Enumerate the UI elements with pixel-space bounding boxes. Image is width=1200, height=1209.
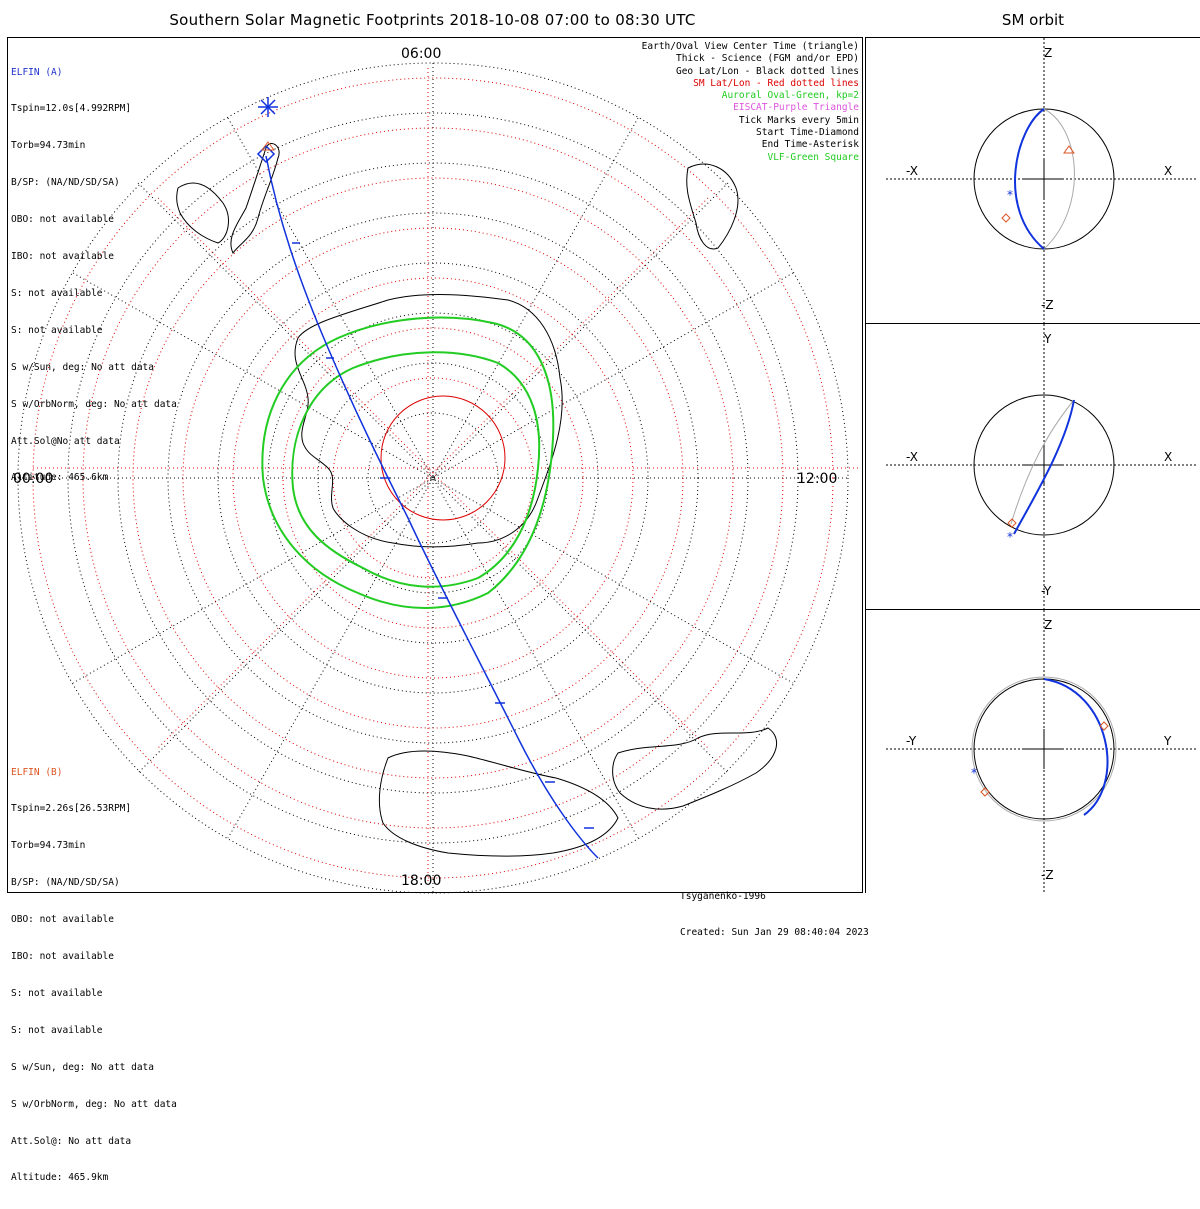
legend-item: EISCAT-Purple Triangle [733,102,859,114]
sm-grid [32,68,858,888]
elfin-a-line: IBO: not available [11,251,114,263]
mlt-label-top: 06:00 [401,46,442,62]
elfin-a-line: Torb=94.73min [11,140,86,152]
elfin-a-line: OBO: not available [11,214,114,226]
axis-right: X [1164,450,1173,464]
axis-top: Z [1044,618,1053,632]
elfin-a-line: S w/OrbNorm, deg: No att data [11,398,177,410]
elfin-b-name: ELFIN (B) [11,766,63,778]
footprint-map-svg [17,62,858,894]
axis-left: -X [906,450,918,464]
elfin-b-info: ELFIN (B) Tspin=2.26s[26.53RPM] Torb=94.… [11,742,177,1209]
elfin-a-line: Att.Sol@No att data [11,435,120,447]
elfin-a-line: S w/Sun, deg: No att data [11,361,154,373]
elfin-b-line: S: not available [11,987,103,999]
elfin-a-line: B/SP: (NA/ND/SD/SA) [11,177,120,189]
elfin-a-track [265,155,599,859]
axis-right: Y [1164,734,1172,748]
model-label: Tsyganenko-1996 [680,890,766,902]
svg-text:*: * [1007,188,1013,202]
elfin-b-line: B/SP: (NA/ND/SD/SA) [11,877,120,889]
elfin-b-line: S w/OrbNorm, deg: No att data [11,1098,177,1110]
elfin-a-name: ELFIN (A) [11,66,63,78]
axis-left: -Y [906,734,917,748]
page-title: Southern Solar Magnetic Footprints 2018-… [169,11,696,29]
elfin-track-ticks [292,242,594,829]
elfin-b-line: Att.Sol@: No att data [11,1135,132,1147]
orbit-panel-xy: * Y -Y -X X [865,323,1200,610]
elfin-a-line: S: not available [11,287,103,299]
elfin-a-line: S: not available [11,324,103,336]
svg-text:*: * [1007,530,1013,544]
elfin-b-line: Torb=94.73min [11,840,86,852]
legend-item: SM Lat/Lon - Red dotted lines [693,77,859,89]
axis-bottom: -Z [1041,298,1054,312]
legend-item: Auroral Oval-Green, kp=2 [721,90,859,102]
axis-right: X [1164,164,1173,178]
axis-left: -X [906,164,918,178]
legend-item: Tick Marks every 5min [738,114,859,126]
orbit-panel-xy-svg: * [886,324,1196,610]
axis-bottom: -Z [1041,868,1054,882]
elfin-a-info: ELFIN (A) Tspin=12.0s[4.992RPM] Torb=94.… [11,42,177,509]
elfin-b-line: Tspin=2.26s[26.53RPM] [11,803,132,815]
geo-lat-grid [17,62,849,894]
legend-item: Geo Lat/Lon - Black dotted lines [675,65,859,77]
orbit-panel-yz: * Z -Z -Y Y [865,609,1200,894]
footprint-map: 06:00 00:00 12:00 18:00 ELFIN (A) Tspin=… [7,37,863,1183]
created-label: Created: Sun Jan 29 08:40:04 2023 [680,927,869,939]
start-diamond [256,144,276,164]
mlt-label-left: 00:00 [13,471,54,487]
elfin-b-line: S: not available [11,1024,103,1036]
legend-item: End Time-Asterisk [761,139,859,151]
orbit-title: SM orbit [1001,11,1065,29]
legend: Earth/Oval View Center Time (triangle) Th… [642,41,859,164]
legend-item: Thick - Science (FGM and/or EPD) [675,53,859,65]
axis-top: Y [1044,332,1052,346]
legend-item: VLF-Green Square [767,151,859,163]
mlt-label-right: 12:00 [797,471,838,487]
elfin-b-line: S w/Sun, deg: No att data [11,1061,154,1073]
orbit-panel-xz: * Z -Z -X X [865,37,1200,324]
legend-item: Start Time-Diamond [756,127,859,139]
elfin-b-line: Altitude: 465.9km [11,1172,109,1184]
sm-pole-circle [380,395,506,521]
end-asterisk [258,97,278,117]
auroral-oval [261,316,555,609]
elfin-a-line: Tspin=12.0s[4.992RPM] [11,103,132,115]
elfin-b-line: IBO: not available [11,951,114,963]
credits: Tsyganenko-1996 Created: Sun Jan 29 08:4… [680,866,869,952]
coastlines [176,143,777,857]
orbit-panel-yz-svg: * [886,610,1196,894]
svg-text:*: * [971,766,977,780]
orbit-panel-xz-svg: * [886,38,1196,324]
mlt-label-bottom: 18:00 [401,873,442,889]
elfin-b-line: OBO: not available [11,914,114,926]
axis-top: Z [1044,46,1053,60]
axis-bottom: -Y [1041,584,1052,598]
elfin-a-line: Altitude: 465.6km [11,472,109,484]
legend-item: Earth/Oval View Center Time (triangle) [641,41,859,52]
eiscat-triangle [261,141,275,151]
